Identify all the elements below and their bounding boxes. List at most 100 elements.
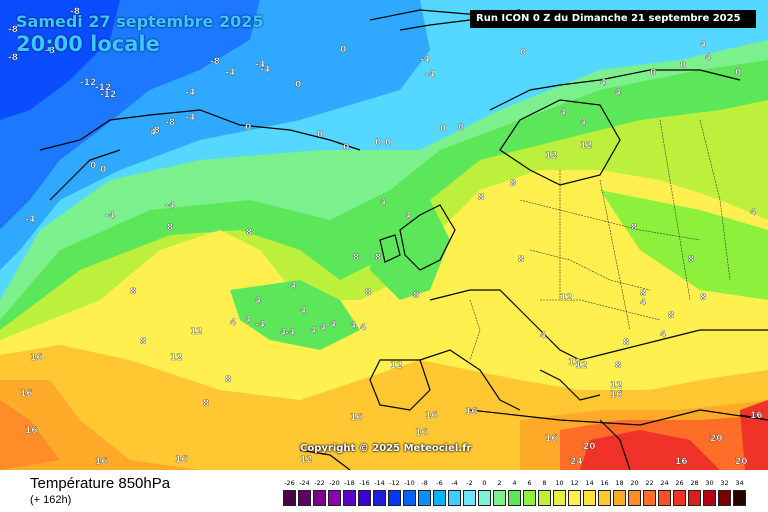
isotherm-value-label: 8 xyxy=(353,253,359,263)
isotherm-value-label: 8 xyxy=(631,223,637,233)
scale-tick-label: -18 xyxy=(344,479,355,487)
isotherm-value-label: -8 xyxy=(150,126,160,136)
scale-color-box xyxy=(388,490,401,506)
isotherm-value-label: 16 xyxy=(20,389,33,399)
isotherm-value-label: 4 xyxy=(560,108,566,118)
isotherm-value-label: 0 xyxy=(735,68,741,78)
isotherm-value-label: 20 xyxy=(735,457,748,467)
scale-color-box xyxy=(658,490,671,506)
isotherm-value-label: 12 xyxy=(580,141,593,151)
forecast-date: Samedi 27 septembre 2025 xyxy=(16,12,264,31)
isotherm-value-label: 16 xyxy=(175,455,188,465)
scale-tick-label: -20 xyxy=(329,479,340,487)
temperature-map: -8-8-8-8-8-12-12-12-8-8-4-4-4-4-4-4 -4-4-… xyxy=(0,0,768,470)
isotherm-value-label: 12 xyxy=(610,381,623,391)
scale-color-box xyxy=(628,490,641,506)
scale-tick-label: 2 xyxy=(497,479,502,487)
isotherm-value-label: -4 xyxy=(165,201,175,211)
isotherm-value-label: 0 xyxy=(343,143,349,153)
isotherm-value-label: 4 xyxy=(150,128,156,138)
isotherm-value-label: 8 xyxy=(700,293,706,303)
isotherm-value-label: -4 xyxy=(420,55,430,65)
isotherm-value-label: 8 xyxy=(615,361,621,371)
isotherm-values: -8-8-8-8-8-12-12-12-8-8-4-4-4-4-4-4 -4-4-… xyxy=(8,7,763,467)
isotherm-value-label: 0 xyxy=(317,130,323,140)
scale-tick-label: -6 xyxy=(436,479,443,487)
isotherm-value-label: 20 xyxy=(710,434,723,444)
temp-band-green-lobe xyxy=(230,280,360,350)
isotherm-value-label: 16 xyxy=(350,413,363,423)
isotherm-value-label: -4 xyxy=(255,320,265,330)
isotherm-value-label: 12 xyxy=(568,358,581,368)
isotherm-value-label: 8 xyxy=(375,253,381,263)
isotherm-value-label: 8 xyxy=(246,228,252,238)
isotherm-value-label: 12 xyxy=(575,361,588,371)
scale-tick-label: -2 xyxy=(466,479,473,487)
scale-color-box xyxy=(418,490,431,506)
temp-band-green-lobe-2 xyxy=(370,200,450,300)
scale-color-box xyxy=(373,490,386,506)
isotherm-value-label: 8 xyxy=(130,287,136,297)
isotherm-value-label: 0 xyxy=(90,161,96,171)
isotherm-value-label: 8 xyxy=(203,399,209,409)
isotherm-value-label: 12 xyxy=(545,151,558,161)
isotherm-value-label: 0 xyxy=(245,123,251,133)
isotherm-value-label: 4 xyxy=(750,208,756,218)
isotherm-value-label: 0 xyxy=(440,124,446,134)
isotherm-value-label: 8 xyxy=(365,288,371,298)
isotherm-value-label: -8 xyxy=(45,46,55,56)
isotherm-value-label: 12 xyxy=(560,293,573,303)
isotherm-value-label: -8 xyxy=(70,7,80,17)
isotherm-value-label: 4 xyxy=(660,330,666,340)
isotherm-value-label: 16 xyxy=(465,407,478,417)
isotherm-value-label: 4 xyxy=(350,321,356,331)
isotherm-value-label: 12 xyxy=(170,353,183,363)
scale-color-box xyxy=(688,490,701,506)
isotherm-value-label: 8 xyxy=(167,223,173,233)
isotherm-value-label: 0 xyxy=(385,138,391,148)
isotherm-value-label: 12 xyxy=(390,361,403,371)
isotherm-value-label: -4 xyxy=(285,328,295,338)
temp-band-plus20 xyxy=(0,400,60,470)
scale-tick-label: 26 xyxy=(675,479,684,487)
isotherm-value-label: 8 xyxy=(518,255,524,265)
isotherm-value-label: 8 xyxy=(510,179,516,189)
scale-color-box xyxy=(283,490,296,506)
temp-band-plus24 xyxy=(580,430,720,470)
scale-tick-label: 30 xyxy=(705,479,714,487)
isotherm-value-label: -4 xyxy=(255,60,265,70)
isotherm-value-label: 4 xyxy=(290,281,296,291)
scale-tick-label: -10 xyxy=(404,479,415,487)
copyright-notice: Copyright © 2025 Meteociel.fr xyxy=(300,443,472,454)
scale-tick-label: 20 xyxy=(630,479,639,487)
isotherm-value-label: 16 xyxy=(545,434,558,444)
scale-tick-label: -16 xyxy=(359,479,370,487)
model-run-banner: Run ICON 0 Z du Dimanche 21 septembre 20… xyxy=(470,10,756,28)
isotherm-value-label: -12 xyxy=(80,78,96,88)
isotherm-value-label: 4 xyxy=(380,198,386,208)
isotherm-value-label: -8 xyxy=(165,118,175,128)
isotherm-value-label: 0 xyxy=(520,48,526,58)
isotherm-value-label: -4 xyxy=(260,65,270,75)
isotherm-value-label: -12 xyxy=(100,90,116,100)
isotherm-value-label: 12 xyxy=(300,455,313,465)
isotherm-value-label: 4 xyxy=(300,306,306,316)
isotherm-value-label: 4 xyxy=(580,118,586,128)
isotherm-value-label: 4 xyxy=(255,296,261,306)
isotherm-value-label: -4 xyxy=(425,70,435,80)
color-scale: -26 -24 -22 -20 -18 -16 -14 -12 -10 -8 -6 -4 -2 0 2 4 6 8… xyxy=(283,479,751,509)
isotherm-value-label: 8 xyxy=(688,255,694,265)
temp-band-minus4 xyxy=(0,0,430,270)
scale-tick-label: -14 xyxy=(374,479,385,487)
isotherm-value-label: 4 xyxy=(705,53,711,63)
scale-tick-label: 12 xyxy=(570,479,579,487)
isotherm-value-label: 16 xyxy=(415,428,428,438)
scale-tick-label: 28 xyxy=(690,479,699,487)
scale-tick-label: 32 xyxy=(720,479,729,487)
scale-color-box xyxy=(298,490,311,506)
isotherm-value-label: -4 xyxy=(185,113,195,123)
scale-color-box xyxy=(478,490,491,506)
isotherm-value-label: 4 xyxy=(600,78,606,88)
isotherm-value-label: 0 xyxy=(650,68,656,78)
scale-color-box xyxy=(358,490,371,506)
